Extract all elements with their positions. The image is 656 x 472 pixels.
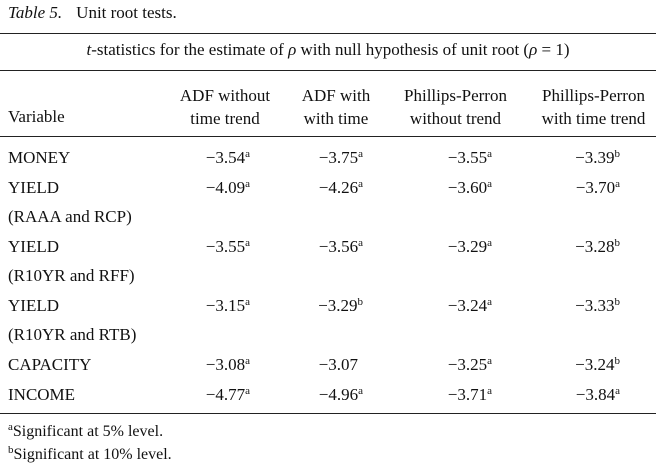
row-variable: INCOME [8, 385, 75, 405]
table-caption: Table 5. Unit root tests. [8, 3, 177, 23]
cell-adf-without: −3.55a [206, 237, 250, 257]
subtitle-part-2: with null hypothesis of unit root ( [296, 40, 529, 59]
row-variable: YIELD [8, 237, 59, 257]
table-label: Table 5. [8, 3, 62, 22]
cell-pp-with: −3.24b [575, 355, 620, 375]
table-row: (RAAA and RCP) [0, 207, 656, 233]
header-line-2: with time [286, 107, 386, 130]
cell-adf-with: −4.96a [319, 385, 363, 405]
footnote-text: Significant at 10% level. [14, 446, 172, 463]
top-rule [0, 33, 656, 34]
row-variable: CAPACITY [8, 355, 91, 375]
footnote-text: Significant at 5% level. [13, 423, 163, 440]
cell-adf-without: −3.15a [206, 296, 250, 316]
row-variable: YIELD [8, 296, 59, 316]
header-line-2: with time trend [531, 107, 656, 130]
cell-adf-without: −4.09a [206, 178, 250, 198]
cell-pp-without: −3.60a [448, 178, 492, 198]
subtitle-part-3: = 1) [537, 40, 569, 59]
footnote-b: bSignificant at 10% level. [8, 446, 172, 464]
header-line-1: Phillips-Perron [393, 84, 518, 107]
table-row: YIELD −3.15a −3.29b −3.24a −3.33b [0, 296, 656, 322]
row-variable: MONEY [8, 148, 70, 168]
header-line-2: without trend [393, 107, 518, 130]
table-row: YIELD −3.55a −3.56a −3.29a −3.28b [0, 237, 656, 263]
cell-adf-without: −3.54a [206, 148, 250, 168]
cell-pp-without: −3.71a [448, 385, 492, 405]
cell-pp-without: −3.55a [448, 148, 492, 168]
table-row: MONEY −3.54a −3.75a −3.55a −3.39b [0, 148, 656, 174]
row-variable: (RAAA and RCP) [8, 207, 132, 227]
cell-pp-without: −3.25a [448, 355, 492, 375]
header-pp-without-trend: Phillips-Perron without trend [393, 84, 518, 130]
header-line-2: time trend [165, 107, 285, 130]
table-row: CAPACITY −3.08a −3.07 −3.25a −3.24b [0, 355, 656, 381]
header-line-1: ADF without [165, 84, 285, 107]
header-rule [0, 136, 656, 137]
cell-adf-with: −3.56a [319, 237, 363, 257]
header-pp-with-time-trend: Phillips-Perron with time trend [531, 84, 656, 130]
cell-pp-without: −3.29a [448, 237, 492, 257]
table-row: INCOME −4.77a −4.96a −3.71a −3.84a [0, 385, 656, 411]
cell-adf-with: −4.26a [319, 178, 363, 198]
footnote-a: aSignificant at 5% level. [8, 423, 163, 441]
cell-adf-with: −3.29b [318, 296, 363, 316]
cell-pp-with: −3.39b [575, 148, 620, 168]
cell-pp-with: −3.28b [575, 237, 620, 257]
cell-pp-with: −3.33b [575, 296, 620, 316]
row-variable: YIELD [8, 178, 59, 198]
header-adf-without-trend: ADF without time trend [165, 84, 285, 130]
cell-adf-with: −3.75a [319, 148, 363, 168]
header-adf-with-time: ADF with with time [286, 84, 386, 130]
row-variable: (R10YR and RFF) [8, 266, 135, 286]
cell-pp-without: −3.24a [448, 296, 492, 316]
subtitle-part-1: -statistics for the estimate of [91, 40, 288, 59]
cell-adf-without: −4.77a [206, 385, 250, 405]
cell-adf-with: −3.07 [319, 355, 358, 375]
cell-pp-with: −3.84a [576, 385, 620, 405]
table-row: (R10YR and RTB) [0, 325, 656, 351]
table-row: YIELD −4.09a −4.26a −3.60a −3.70a [0, 178, 656, 204]
cell-adf-without: −3.08a [206, 355, 250, 375]
table-row: (R10YR and RFF) [0, 266, 656, 292]
subtitle-rule [0, 70, 656, 71]
table-title: Unit root tests. [76, 3, 177, 22]
bottom-rule [0, 413, 656, 414]
table-subtitle: t-statistics for the estimate of ρ with … [0, 40, 656, 60]
header-line-1: ADF with [286, 84, 386, 107]
header-variable: Variable [8, 107, 65, 127]
header-line-1: Phillips-Perron [531, 84, 656, 107]
row-variable: (R10YR and RTB) [8, 325, 136, 345]
cell-pp-with: −3.70a [576, 178, 620, 198]
